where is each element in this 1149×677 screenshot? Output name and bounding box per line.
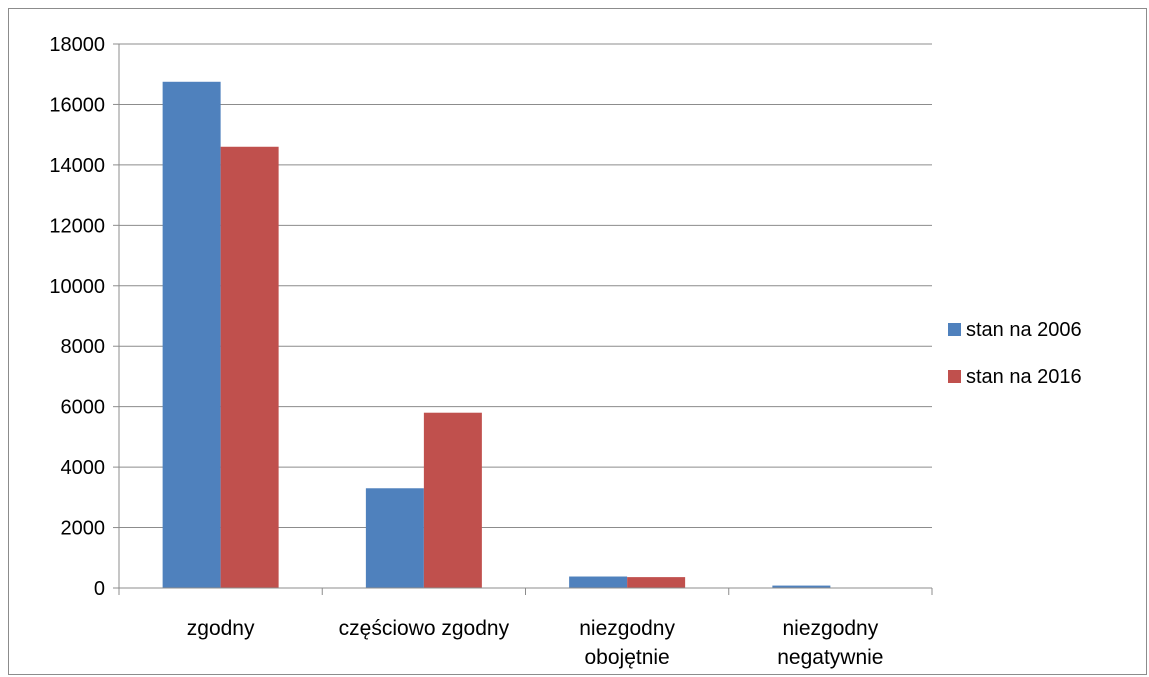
y-tick-label: 12000 bbox=[49, 215, 105, 237]
y-tick-label: 8000 bbox=[61, 336, 106, 358]
x-category-label-line: niezgodny bbox=[783, 617, 879, 640]
x-category-label: niezgodny obojętnie bbox=[579, 617, 675, 669]
x-category-label: niezgodny negatywnie bbox=[777, 617, 883, 669]
y-tick-labels: 0 2000 4000 6000 8000 10000 12000 14000 16000 180… bbox=[49, 34, 105, 600]
axes bbox=[113, 43, 933, 595]
x-category-label-line: zgodny bbox=[187, 617, 255, 640]
y-tick-label: 0 bbox=[94, 578, 105, 600]
legend-label: stan na 2016 bbox=[966, 366, 1082, 388]
y-tick-label: 6000 bbox=[61, 397, 106, 419]
y-tick-label: 18000 bbox=[49, 34, 105, 56]
legend-swatch bbox=[948, 370, 961, 383]
x-category-label: częściowo zgodny bbox=[339, 617, 510, 640]
legend-label: stan na 2006 bbox=[966, 319, 1082, 341]
bar bbox=[220, 146, 279, 588]
y-tick-label: 14000 bbox=[49, 155, 105, 177]
x-category-labels: zgodny częściowo zgodny niezgodny obojętnie… bbox=[187, 617, 884, 669]
y-tick-label: 4000 bbox=[61, 457, 106, 479]
x-category-label: zgodny bbox=[187, 617, 255, 640]
x-category-label-line: negatywnie bbox=[777, 646, 883, 669]
y-tick-label: 2000 bbox=[61, 518, 106, 540]
legend-swatch bbox=[948, 323, 961, 336]
bars bbox=[162, 81, 831, 589]
bar bbox=[365, 488, 424, 588]
bar bbox=[569, 576, 628, 588]
bar bbox=[162, 81, 221, 589]
bar bbox=[772, 585, 831, 588]
legend: stan na 2006 stan na 2016 bbox=[948, 319, 1082, 388]
bar bbox=[423, 412, 482, 588]
y-tick-label: 16000 bbox=[49, 94, 105, 116]
x-category-label-line: obojętnie bbox=[585, 646, 670, 669]
x-category-label-line: niezgodny bbox=[579, 617, 675, 640]
y-tick-label: 10000 bbox=[49, 276, 105, 298]
bar bbox=[627, 577, 686, 588]
x-category-label-line: częściowo zgodny bbox=[339, 617, 510, 640]
